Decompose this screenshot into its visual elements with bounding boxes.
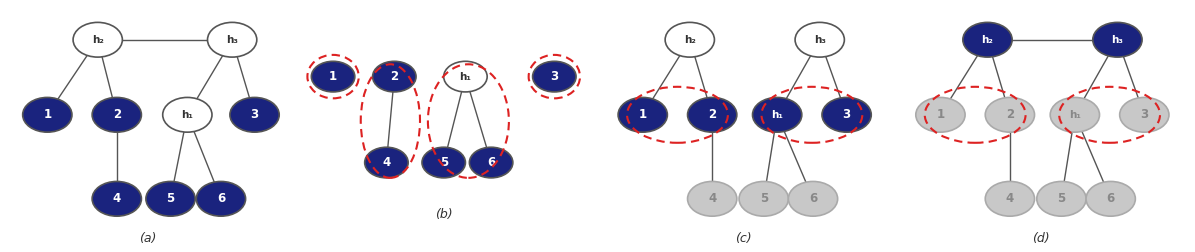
Text: h₃: h₃: [814, 35, 826, 45]
Text: (b): (b): [435, 208, 453, 221]
Text: 4: 4: [112, 192, 121, 205]
Text: 4: 4: [709, 192, 716, 205]
Ellipse shape: [1037, 181, 1086, 216]
Text: 4: 4: [1006, 192, 1015, 205]
Ellipse shape: [985, 181, 1035, 216]
Ellipse shape: [789, 181, 838, 216]
Ellipse shape: [422, 147, 465, 178]
Text: 3: 3: [550, 70, 558, 83]
Ellipse shape: [92, 181, 141, 216]
Text: 5: 5: [1058, 192, 1066, 205]
Text: 4: 4: [382, 156, 391, 169]
Ellipse shape: [443, 61, 488, 92]
Ellipse shape: [1086, 181, 1135, 216]
Text: 2: 2: [112, 108, 121, 121]
Ellipse shape: [73, 22, 122, 57]
Text: 1: 1: [937, 108, 944, 121]
Text: 3: 3: [1140, 108, 1148, 121]
Ellipse shape: [687, 181, 737, 216]
Text: 3: 3: [842, 108, 851, 121]
Ellipse shape: [687, 98, 737, 132]
Text: (c): (c): [735, 232, 752, 245]
Ellipse shape: [963, 22, 1012, 57]
Ellipse shape: [739, 181, 789, 216]
Ellipse shape: [23, 98, 72, 132]
Text: h₂: h₂: [981, 35, 993, 45]
Ellipse shape: [533, 61, 576, 92]
Text: (a): (a): [140, 232, 157, 245]
Ellipse shape: [618, 98, 667, 132]
Text: h₁: h₁: [771, 110, 783, 120]
Text: h₃: h₃: [226, 35, 238, 45]
Text: 5: 5: [440, 156, 448, 169]
Text: h₃: h₃: [1111, 35, 1123, 45]
Ellipse shape: [985, 98, 1035, 132]
Text: 6: 6: [809, 192, 817, 205]
Ellipse shape: [92, 98, 141, 132]
Text: (d): (d): [1032, 232, 1050, 245]
Text: 2: 2: [709, 108, 716, 121]
Ellipse shape: [1092, 22, 1142, 57]
Ellipse shape: [470, 147, 513, 178]
Ellipse shape: [312, 61, 355, 92]
Ellipse shape: [822, 98, 871, 132]
Ellipse shape: [666, 22, 715, 57]
Text: 1: 1: [638, 108, 646, 121]
Ellipse shape: [373, 61, 416, 92]
Ellipse shape: [163, 98, 212, 132]
Text: 1: 1: [43, 108, 51, 121]
Text: 5: 5: [166, 192, 174, 205]
Ellipse shape: [208, 22, 257, 57]
Text: 6: 6: [1107, 192, 1115, 205]
Text: 6: 6: [216, 192, 225, 205]
Ellipse shape: [915, 98, 966, 132]
Text: 3: 3: [251, 108, 258, 121]
Ellipse shape: [229, 98, 280, 132]
Text: h₁: h₁: [1070, 110, 1080, 120]
Text: h₂: h₂: [684, 35, 695, 45]
Text: h₂: h₂: [92, 35, 104, 45]
Ellipse shape: [146, 181, 195, 216]
Ellipse shape: [364, 147, 409, 178]
Text: 6: 6: [488, 156, 495, 169]
Ellipse shape: [795, 22, 845, 57]
Text: 2: 2: [391, 70, 398, 83]
Text: 1: 1: [329, 70, 337, 83]
Text: h₁: h₁: [182, 110, 194, 120]
Text: h₁: h₁: [460, 72, 471, 82]
Ellipse shape: [196, 181, 246, 216]
Text: 5: 5: [760, 192, 768, 205]
Ellipse shape: [1120, 98, 1169, 132]
Text: 2: 2: [1006, 108, 1015, 121]
Ellipse shape: [1050, 98, 1099, 132]
Ellipse shape: [753, 98, 802, 132]
